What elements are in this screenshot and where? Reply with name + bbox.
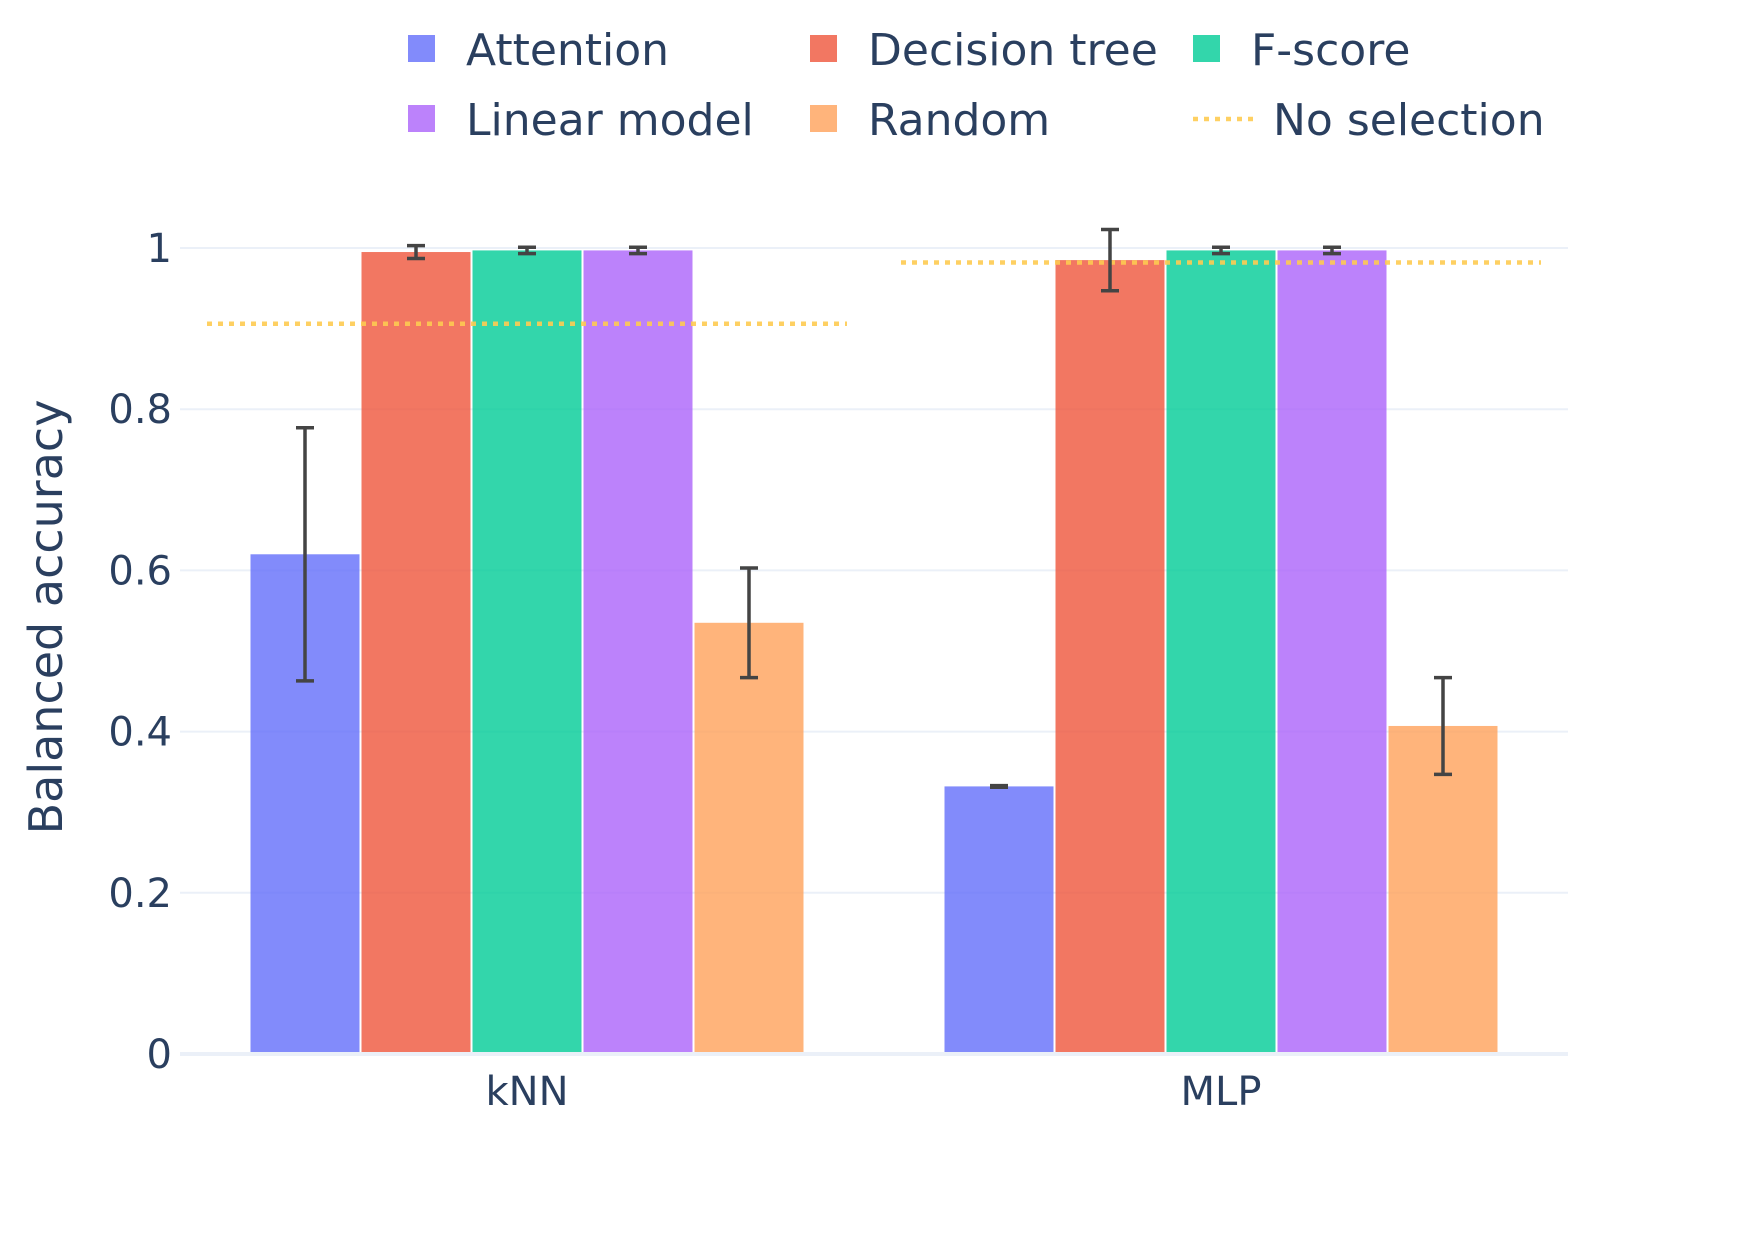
y-tick-label: 0.4	[108, 710, 172, 756]
bar-random-mlp	[1388, 725, 1498, 1054]
y-tick-label: 0	[147, 1032, 172, 1078]
bar-linear-model-mlp	[1277, 250, 1387, 1055]
bar-decision-tree-knn	[361, 252, 471, 1054]
bars	[250, 250, 1498, 1055]
y-tick-label: 1	[147, 226, 172, 272]
legend-item-no-selection: No selection	[1193, 95, 1545, 146]
legend-label: F-score	[1251, 25, 1410, 76]
legend-swatch	[408, 105, 435, 132]
y-tick-label: 0.2	[108, 871, 172, 917]
x-tick-label: MLP	[1181, 1069, 1262, 1115]
legend-swatch	[810, 35, 837, 62]
bar-f-score-knn	[472, 250, 582, 1055]
legend-item-f-score: F-score	[1193, 25, 1410, 76]
error-bar-attention-knn	[296, 425, 314, 683]
bar-f-score-mlp	[1166, 250, 1276, 1055]
error-bar-random-knn	[740, 566, 758, 680]
legend-label: Attention	[466, 25, 669, 76]
legend-label: No selection	[1273, 95, 1545, 146]
legend-item-linear-model: Linear model	[408, 95, 754, 146]
error-bar-random-mlp	[1434, 675, 1452, 777]
error-bar-attention-mlp	[990, 783, 1008, 789]
legend-swatch	[1193, 35, 1220, 62]
legend-label: Random	[868, 95, 1050, 146]
bar-attention-mlp	[944, 786, 1054, 1054]
error-bar-decision-tree-knn	[407, 243, 425, 261]
error-bars	[296, 227, 1452, 789]
y-tick-label: 0.8	[108, 387, 172, 433]
legend-item-attention: Attention	[408, 25, 669, 76]
error-bar-f-score-mlp	[1212, 245, 1230, 256]
legend-label: Linear model	[466, 95, 754, 146]
legend-item-decision-tree: Decision tree	[810, 25, 1158, 76]
legend-swatch	[810, 105, 837, 132]
legend-swatch	[408, 35, 435, 62]
y-tick-label: 0.6	[108, 548, 172, 594]
y-tick-labels: 0 0.2 0.4 0.6 0.8 1	[108, 226, 172, 1078]
x-tick-labels: kNN MLP	[485, 1069, 1261, 1115]
error-bar-linear-model-knn	[629, 245, 647, 256]
error-bar-decision-tree-mlp	[1101, 227, 1119, 293]
error-bar-f-score-knn	[518, 245, 536, 256]
x-tick-label: kNN	[485, 1069, 568, 1115]
bar-linear-model-knn	[583, 250, 693, 1055]
bar-random-knn	[694, 622, 804, 1054]
reference-lines	[207, 260, 1541, 327]
y-axis-title: Balanced accuracy	[19, 400, 73, 835]
error-bar-linear-model-mlp	[1323, 245, 1341, 256]
legend: Attention Decision tree F-score Linear mode…	[408, 25, 1545, 146]
bar-chart: 00.20.40.60.81 kNN MLP Balanced accuracy …	[19, 25, 1568, 1115]
legend-label: Decision tree	[868, 25, 1158, 76]
legend-item-random: Random	[810, 95, 1050, 146]
bar-decision-tree-mlp	[1055, 260, 1165, 1055]
